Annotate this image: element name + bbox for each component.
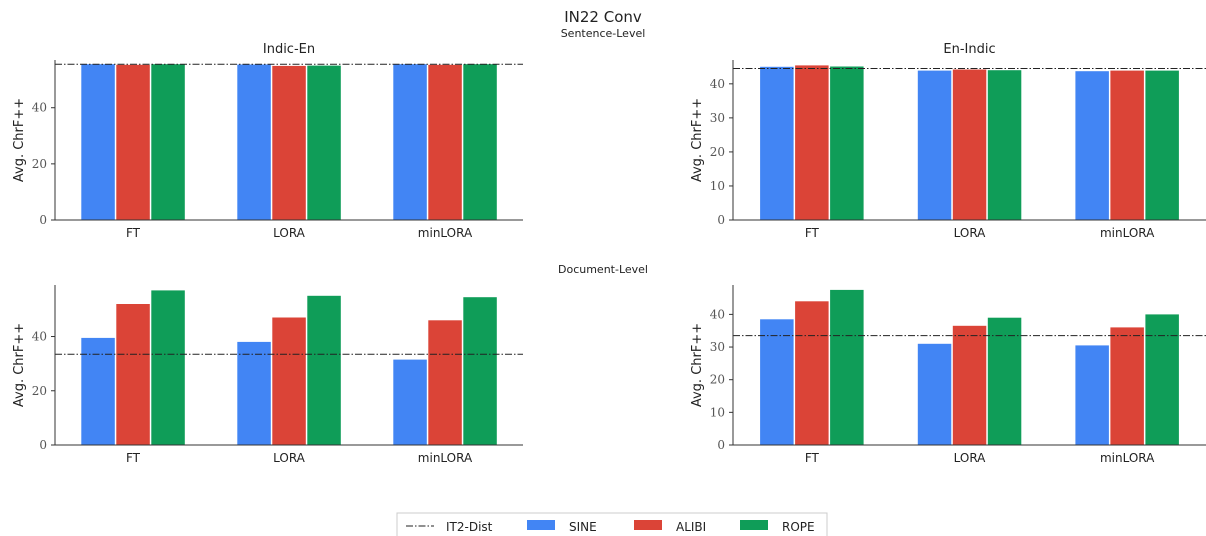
row-title-sentence: Sentence-Level — [561, 27, 646, 40]
legend: IT2-Dist SINE ALIBI ROPE — [396, 512, 828, 536]
y-tick-label: 0 — [717, 438, 725, 452]
bar-sine-ft — [81, 64, 115, 220]
x-tick-label: FT — [805, 226, 820, 240]
y-axis-label: Avg. ChrF++ — [12, 98, 27, 182]
y-tick-label: 40 — [32, 330, 47, 344]
bar-sine-minlora — [1075, 71, 1109, 220]
bar-alibi-lora — [952, 69, 987, 220]
bar-rope-minlora — [463, 64, 497, 220]
legend-frame — [396, 512, 828, 536]
bar-rope-minlora — [463, 297, 497, 445]
bar-rope-minlora — [1145, 314, 1179, 445]
bar-alibi-lora — [272, 65, 306, 221]
chart-panel-1: 0 10 20 30 40 FT LORA minLORA En-Indic Avg. ChrF+… — [690, 42, 1206, 240]
bar-rope-ft — [151, 290, 185, 445]
y-tick-label: 10 — [710, 179, 725, 193]
chart-panel-0: 0 20 40 FT LORA minLORA Indic-En Avg. ChrF++ — [12, 42, 523, 240]
legend-label-it2-dist: IT2-Dist — [446, 520, 493, 534]
bar-rope-ft — [830, 66, 864, 220]
bar-alibi-minlora — [428, 64, 462, 220]
bar-sine-minlora — [393, 359, 427, 445]
bar-rope-ft — [151, 64, 185, 220]
y-tick-label: 20 — [32, 157, 47, 171]
bar-sine-ft — [760, 319, 794, 445]
figure-title: IN22 Conv — [564, 8, 642, 26]
legend-label-alibi: ALIBI — [676, 520, 706, 534]
x-tick-label: LORA — [954, 226, 987, 240]
y-tick-label: 0 — [717, 213, 725, 227]
y-tick-label: 20 — [710, 145, 725, 159]
x-tick-label: FT — [126, 451, 141, 465]
bar-sine-lora — [917, 343, 952, 445]
legend-label-rope: ROPE — [782, 520, 815, 534]
x-tick-label: minLORA — [418, 226, 473, 240]
bar-sine-lora — [237, 341, 271, 445]
legend-swatch-sine — [527, 520, 555, 530]
bar-sine-ft — [81, 337, 115, 445]
bar-alibi-minlora — [1110, 70, 1144, 220]
x-tick-label: minLORA — [1100, 226, 1155, 240]
legend-swatch-alibi — [634, 520, 662, 530]
bar-rope-lora — [987, 317, 1022, 445]
bar-rope-minlora — [1145, 70, 1179, 220]
row-title-document: Document-Level — [558, 263, 648, 276]
y-tick-label: 10 — [710, 405, 725, 419]
y-tick-label: 0 — [39, 438, 47, 452]
x-tick-label: minLORA — [1100, 451, 1155, 465]
panel-title: Indic-En — [263, 42, 315, 57]
y-tick-label: 20 — [32, 384, 47, 398]
x-tick-label: minLORA — [418, 451, 473, 465]
y-axis-label: Avg. ChrF++ — [12, 323, 27, 407]
y-tick-label: 20 — [710, 373, 725, 387]
x-tick-label: LORA — [954, 451, 987, 465]
panel-title: En-Indic — [943, 42, 995, 57]
bar-alibi-ft — [116, 64, 150, 220]
y-tick-label: 40 — [32, 101, 47, 115]
x-tick-label: LORA — [273, 226, 306, 240]
bar-alibi-ft — [795, 65, 829, 221]
bar-alibi-ft — [116, 304, 150, 445]
bar-alibi-lora — [272, 317, 306, 445]
chart-panel-2: 0 20 40 FT LORA minLORA Avg. ChrF++ — [12, 285, 523, 465]
bar-alibi-minlora — [428, 320, 462, 445]
bar-alibi-minlora — [1110, 327, 1144, 445]
y-axis-label: Avg. ChrF++ — [690, 323, 705, 407]
bar-sine-lora — [917, 70, 952, 220]
y-tick-label: 0 — [39, 213, 47, 227]
legend-swatch-rope — [740, 520, 768, 530]
bar-sine-ft — [760, 66, 794, 220]
bar-sine-minlora — [1075, 345, 1109, 445]
bar-rope-lora — [987, 70, 1022, 220]
bar-alibi-ft — [795, 301, 829, 445]
y-axis-label: Avg. ChrF++ — [690, 98, 705, 182]
x-tick-label: FT — [805, 451, 820, 465]
y-tick-label: 30 — [710, 340, 725, 354]
bar-alibi-lora — [952, 325, 987, 445]
bar-rope-lora — [307, 295, 341, 445]
legend-label-sine: SINE — [569, 520, 597, 534]
y-tick-label: 40 — [710, 77, 725, 91]
x-tick-label: FT — [126, 226, 141, 240]
bar-sine-lora — [237, 64, 271, 220]
chart-panel-3: 0 10 20 30 40 FT LORA minLORA Avg. ChrF++ — [690, 285, 1206, 465]
x-tick-label: LORA — [273, 451, 306, 465]
y-tick-label: 30 — [710, 111, 725, 125]
bar-rope-lora — [307, 65, 341, 220]
bar-rope-ft — [830, 289, 864, 445]
bar-sine-minlora — [393, 64, 427, 220]
y-tick-label: 40 — [710, 307, 725, 321]
